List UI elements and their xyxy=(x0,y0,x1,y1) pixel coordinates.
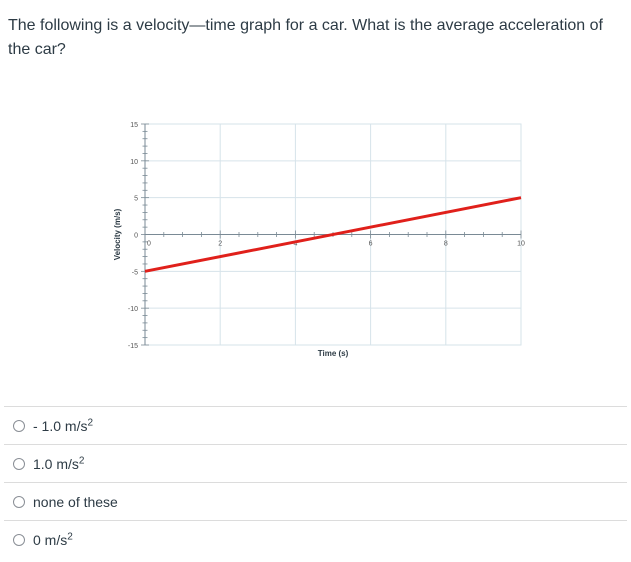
y-tick-label: 10 xyxy=(130,159,138,166)
radio-button-3[interactable] xyxy=(13,495,25,508)
velocity-time-chart: -15 -10 -5 0 5 10 15 0 2 4 6 8 10 Time (s) Velocity (m… xyxy=(113,122,525,358)
series-line xyxy=(144,196,522,273)
x-tick-label: 6 xyxy=(369,241,373,248)
answer-label-4: 0 m/s2 xyxy=(33,530,73,548)
x-axis-label: Time (s) xyxy=(318,349,349,358)
y-tick-label: 5 xyxy=(134,196,138,203)
answer-label-2: 1.0 m/s2 xyxy=(33,454,85,472)
answer-exponent-2: 2 xyxy=(78,454,85,466)
answer-list: - 1.0 m/s2 1.0 m/s2 none of these 0 m/s2 xyxy=(4,406,627,558)
radio-button-4[interactable] xyxy=(13,533,25,546)
y-tick-label: 0 xyxy=(134,233,138,240)
radio-button-1[interactable] xyxy=(13,419,25,432)
answer-text-2: 1.0 m/s xyxy=(33,455,79,472)
y-axis-label: Velocity (m/s) xyxy=(113,208,122,260)
answer-option-1[interactable]: - 1.0 m/s2 xyxy=(4,406,627,444)
x-tick-label: 0 xyxy=(147,241,151,248)
answer-text-1: - 1.0 m/s xyxy=(33,417,88,434)
y-tick-label: -10 xyxy=(128,306,138,313)
answer-label-3: none of these xyxy=(33,494,118,510)
y-tick-label: 15 xyxy=(130,122,138,129)
y-tick-label: -5 xyxy=(132,269,138,276)
answer-text-4: 0 m/s xyxy=(33,531,68,548)
y-tick-label: -15 xyxy=(128,343,138,350)
answer-exponent-1: 2 xyxy=(87,416,94,428)
answer-exponent-4: 2 xyxy=(67,530,73,542)
x-tick-label: 10 xyxy=(517,241,525,248)
x-tick-label: 2 xyxy=(218,241,222,248)
question-text: The following is a velocity—time graph f… xyxy=(8,17,603,58)
x-tick-label: 8 xyxy=(444,241,448,248)
answer-option-4[interactable]: 0 m/s2 xyxy=(4,520,627,558)
answer-label-1: - 1.0 m/s2 xyxy=(33,416,94,434)
x-tick-label: 4 xyxy=(293,241,297,248)
radio-button-2[interactable] xyxy=(13,457,25,470)
answer-text-3: none of these xyxy=(33,493,118,510)
answer-option-2[interactable]: 1.0 m/s2 xyxy=(4,444,627,482)
answer-option-3[interactable]: none of these xyxy=(4,482,627,520)
